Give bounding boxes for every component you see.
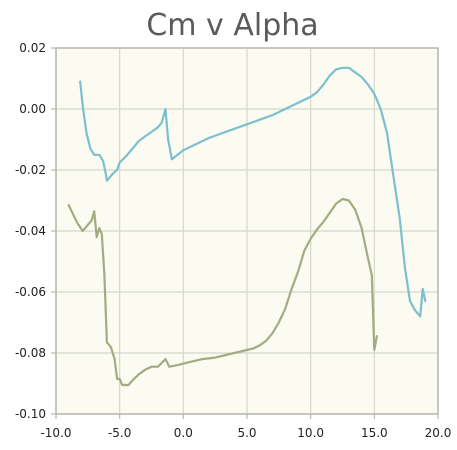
x-tick-label: -5.0 [108, 426, 131, 440]
x-axis-ticks: -10.0 -5.0 0.0 5.0 10.0 15.0 20.0 [40, 414, 451, 440]
x-tick-label: -10.0 [40, 426, 71, 440]
y-tick-label: 0.00 [19, 102, 46, 116]
series-line-2 [67, 197, 378, 387]
x-tick-label: 15.0 [361, 426, 388, 440]
series-lines [67, 66, 427, 387]
y-tick-label: -0.10 [15, 407, 46, 421]
chart-title: Cm v Alpha [146, 8, 319, 43]
y-tick-label: -0.08 [15, 346, 46, 360]
y-tick-label: -0.06 [15, 285, 46, 299]
x-tick-label: 0.0 [174, 426, 193, 440]
x-tick-label: 20.0 [425, 426, 452, 440]
y-axis-ticks: 0.02 0.00 -0.02 -0.04 -0.06 -0.08 -0.10 [15, 41, 56, 421]
series-line-1 [79, 66, 427, 318]
x-tick-label: 5.0 [237, 426, 256, 440]
y-tick-label: -0.04 [15, 224, 46, 238]
y-tick-label: -0.02 [15, 163, 46, 177]
x-tick-label: 10.0 [297, 426, 324, 440]
y-tick-label: 0.02 [19, 41, 46, 55]
